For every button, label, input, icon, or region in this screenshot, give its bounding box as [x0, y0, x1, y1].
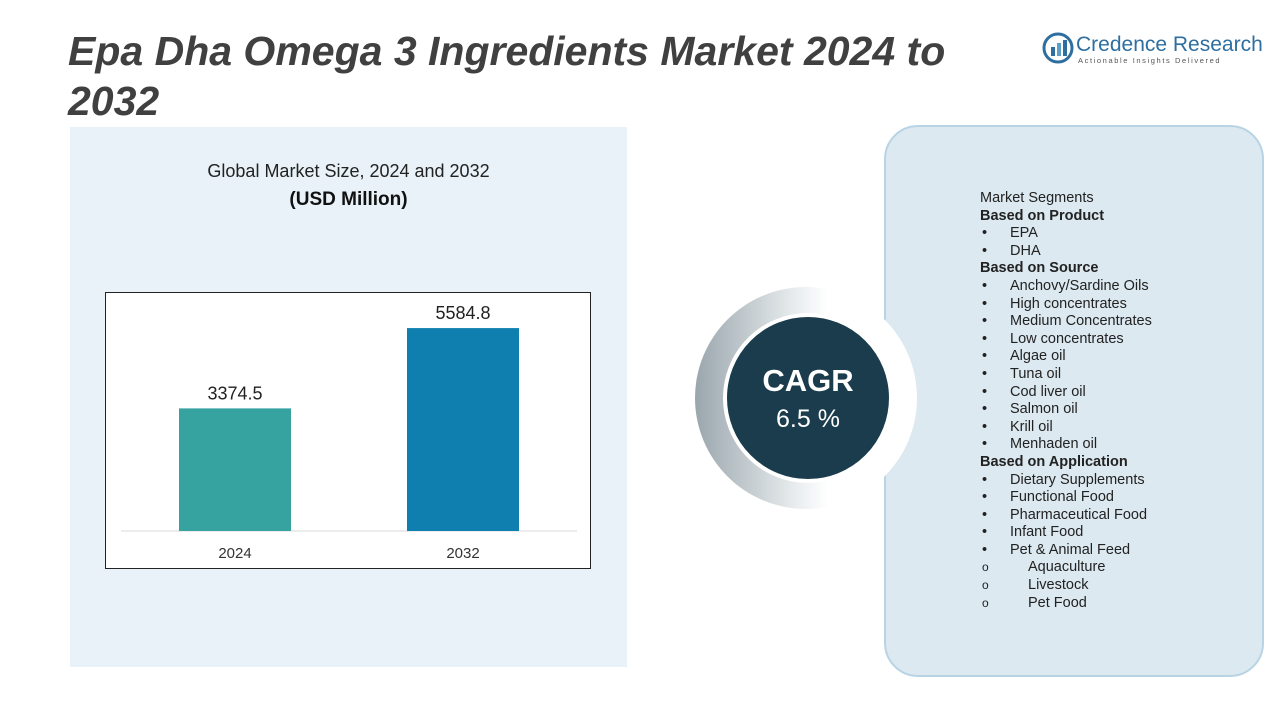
segment-items: Dietary SupplementsFunctional FoodPharma… — [980, 472, 1260, 613]
segment-item: Algae oil — [980, 348, 1260, 366]
segment-item: Menhaden oil — [980, 436, 1260, 454]
chart-subtitle: (USD Million) — [289, 189, 408, 210]
segment-item: DHA — [980, 243, 1260, 261]
cagr-label: CAGR — [762, 363, 854, 398]
segment-item: Low concentrates — [980, 331, 1260, 349]
value-label: 3374.5 — [207, 383, 262, 403]
logo-icon — [1042, 32, 1074, 64]
chart-title: Global Market Size, 2024 and 2032 — [207, 161, 490, 181]
x-tick-label: 2032 — [446, 545, 479, 562]
segment-item: Salmon oil — [980, 401, 1260, 419]
segment-item: Medium Concentrates — [980, 313, 1260, 331]
cagr-badge: CAGR 6.5 % — [723, 313, 893, 483]
segment-item: Functional Food — [980, 489, 1260, 507]
cagr-value: 6.5 % — [776, 405, 840, 433]
segment-item: Anchovy/Sardine Oils — [980, 278, 1260, 296]
segment-subitem: Aquaculture — [980, 559, 1260, 577]
bar — [407, 328, 519, 531]
segments-title: Market Segments — [980, 190, 1094, 206]
segment-item: High concentrates — [980, 296, 1260, 314]
segment-item: Dietary Supplements — [980, 472, 1260, 490]
segment-item: Pharmaceutical Food — [980, 507, 1260, 525]
logo-name: Credence Research — [1076, 33, 1263, 56]
segment-item: Tuna oil — [980, 366, 1260, 384]
segment-item: EPA — [980, 225, 1260, 243]
segment-item: Krill oil — [980, 419, 1260, 437]
logo-tagline: Actionable Insights Delivered — [1078, 56, 1222, 65]
segment-items: EPADHA — [980, 225, 1260, 260]
segment-item: Infant Food — [980, 524, 1260, 542]
segment-item: Pet & Animal Feed — [980, 542, 1260, 560]
bar-chart: 3374.5 2024 5584.8 2032 — [105, 292, 591, 569]
segment-heading: Based on Source — [980, 260, 1099, 277]
segment-heading: Based on Product — [980, 207, 1105, 224]
value-label: 5584.8 — [435, 303, 490, 323]
page-title: Epa Dha Omega 3 Ingredients Market 2024 … — [68, 28, 946, 124]
x-tick-label: 2024 — [218, 545, 251, 562]
bar — [179, 408, 291, 531]
segments-list: Market Segments Based on ProductEPADHABa… — [980, 190, 1260, 612]
segment-heading: Based on Application — [980, 453, 1128, 470]
segment-items: Anchovy/Sardine OilsHigh concentratesMed… — [980, 278, 1260, 454]
segment-item: Cod liver oil — [980, 384, 1260, 402]
segment-subitem: Pet Food — [980, 595, 1260, 613]
segment-subitem: Livestock — [980, 577, 1260, 595]
